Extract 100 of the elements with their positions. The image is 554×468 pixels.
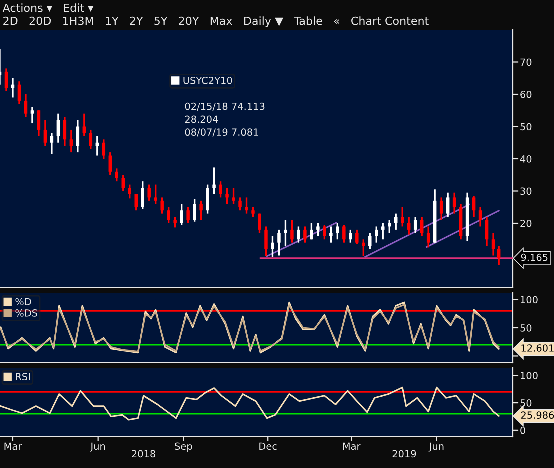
x2-tick-label: 2019	[392, 450, 416, 458]
candlestick	[258, 212, 262, 234]
x-tick-label: Sep	[175, 442, 192, 452]
candlestick	[368, 232, 372, 250]
chart-subtitle: 2D 20D 1H3M 1Y 2Y 5Y 20Y Max Daily ▼ Table « Chart Content	[4, 16, 429, 28]
candlestick	[323, 224, 326, 240]
legend-label: USYC2Y10	[184, 76, 232, 84]
candlestick	[44, 119, 48, 147]
candlestick	[492, 232, 496, 257]
annotation: 28.204	[185, 116, 218, 124]
x-tick-label: Jun	[90, 442, 106, 452]
candlestick	[472, 195, 476, 218]
candlestick	[330, 226, 333, 244]
candlestick	[382, 222, 385, 240]
annotation: 25.986	[521, 412, 554, 420]
candlestick	[478, 206, 482, 228]
y-tick-label: 40	[520, 155, 532, 163]
candlestick	[349, 229, 352, 244]
candlestick	[154, 184, 158, 205]
chart-title: Actions ▾ Edit ▾	[2, 4, 94, 12]
candlestick	[186, 206, 190, 224]
candlestick	[24, 94, 28, 118]
candlestick	[134, 194, 138, 212]
candlestick	[50, 132, 54, 155]
annotation: 02/15/18 74.113	[185, 102, 265, 111]
candlestick	[148, 184, 151, 202]
candlestick	[180, 203, 184, 226]
candlestick	[316, 222, 320, 238]
candlestick	[115, 168, 119, 182]
candlestick	[226, 187, 229, 205]
y-tick-label: 20	[520, 220, 532, 228]
annotation: 12.601	[522, 344, 554, 352]
candlestick	[167, 206, 170, 224]
candlestick	[426, 226, 430, 249]
candlestick	[414, 216, 418, 234]
candlestick	[174, 216, 177, 229]
candlestick	[200, 200, 203, 222]
candlestick	[206, 184, 210, 215]
candlestick	[264, 226, 268, 258]
candlestick	[342, 224, 346, 244]
legend-label: %DS	[16, 310, 38, 317]
candlestick	[400, 206, 404, 228]
candlestick	[122, 174, 126, 192]
candlestick	[407, 216, 411, 236]
candlestick	[362, 238, 366, 258]
x-tick-label: Dec	[260, 442, 277, 450]
candlestick	[284, 219, 288, 247]
x-tick-label: Jun	[428, 442, 444, 452]
candlestick	[356, 229, 359, 246]
candlestick	[160, 196, 164, 215]
candlestick	[245, 196, 248, 215]
candlestick	[452, 192, 456, 215]
y-tick-label: 50	[520, 400, 532, 407]
legend-label: %D	[16, 298, 32, 306]
candlestick	[497, 245, 501, 266]
candlestick	[37, 110, 41, 138]
candlestick	[232, 187, 236, 205]
candlestick	[304, 226, 307, 244]
line-series	[0, 386, 500, 421]
candlestick	[271, 236, 274, 258]
y-tick-label: 30	[520, 188, 532, 196]
candlestick	[238, 196, 242, 212]
y-tick-label: 100	[521, 372, 538, 380]
annotation: 08/07/19 7.081	[185, 128, 258, 137]
candlestick	[63, 116, 67, 147]
candlestick	[375, 226, 378, 244]
y-tick-label: 50	[520, 123, 532, 131]
candlestick	[108, 152, 112, 176]
candlestick	[252, 206, 255, 218]
x-tick-label: Mar	[4, 442, 22, 450]
candlestick	[70, 129, 74, 154]
candlestick	[4, 68, 8, 92]
y-tick-label: 50	[520, 324, 532, 332]
candlestick	[485, 216, 489, 247]
y-tick-label: 70	[520, 58, 532, 66]
candlestick	[336, 222, 340, 240]
y-tick-label: 0	[520, 426, 526, 434]
annotation: 9.165	[521, 254, 548, 262]
candlestick	[446, 192, 450, 218]
candlestick	[193, 198, 196, 223]
y-tick-label: 100	[521, 296, 538, 304]
candlestick	[30, 106, 34, 124]
text: RSI	[16, 373, 30, 381]
candlestick	[141, 180, 144, 210]
candlestick	[128, 184, 132, 200]
candlestick	[278, 229, 281, 257]
candlestick	[219, 180, 222, 199]
candlestick	[297, 226, 300, 244]
candlestick	[310, 222, 314, 240]
candlestick	[56, 113, 60, 144]
candlestick	[76, 119, 80, 154]
candlestick	[290, 219, 294, 244]
candlestick	[212, 166, 216, 196]
x-tick-label: Mar	[343, 442, 361, 450]
candlestick	[18, 80, 22, 106]
candlestick	[394, 212, 398, 231]
candlestick	[89, 129, 93, 150]
candlestick	[102, 138, 106, 160]
x2-tick-label: 2018	[132, 450, 156, 458]
candlestick	[440, 196, 444, 222]
